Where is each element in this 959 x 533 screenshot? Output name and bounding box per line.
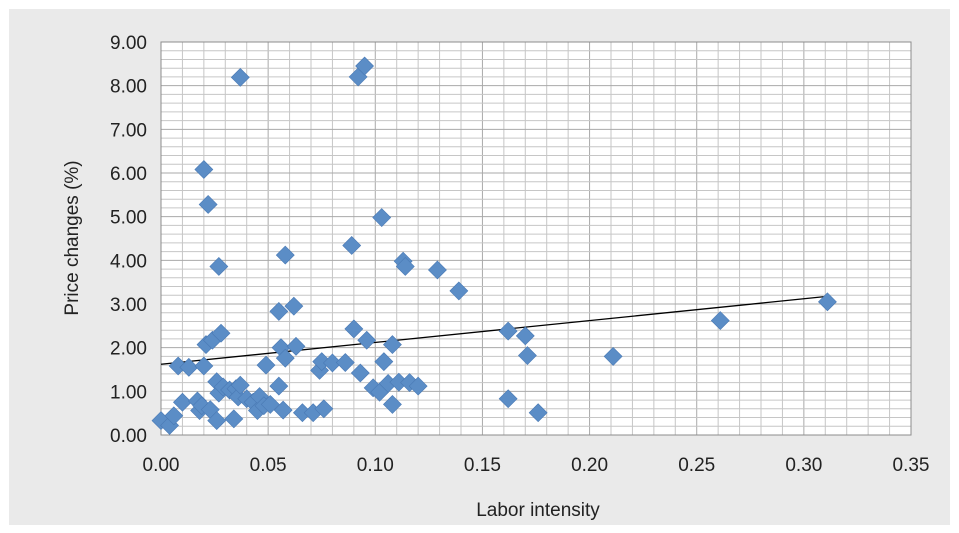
data-point [357,330,377,350]
data-point [374,352,394,372]
data-point [372,208,392,227]
trendline [160,295,830,365]
data-point [198,195,218,214]
data-point [194,356,214,376]
y-tick-label: 5.00 [110,208,147,229]
data-point [179,357,199,377]
data-point [335,353,355,372]
data-point [256,355,276,375]
data-point [355,56,374,76]
x-tick-label: 0.25 [678,455,715,476]
x-tick-label: 0.35 [893,455,930,476]
data-point [260,395,280,414]
data-point [449,281,469,301]
data-point [344,319,364,339]
data-point [284,296,304,316]
plot-area [161,42,911,435]
data-point [498,389,518,409]
data-point [314,399,334,419]
data-point [230,375,250,395]
data-point [211,323,231,343]
y-tick-label: 1.00 [110,382,147,403]
data-point [498,321,518,341]
data-point [342,236,362,255]
y-tick-label: 9.00 [110,33,147,54]
data-point [275,245,295,265]
data-point [207,411,227,431]
plot-border [160,41,912,436]
trendline-layer [160,295,830,365]
scatter-chart: 0.00 0.05 0.10 0.15 0.20 0.25 0.30 0.35 0.00 1.00… [62,33,929,521]
data-points [151,56,837,435]
y-tick-label: 0.00 [110,426,147,447]
x-tick-label: 0.05 [250,455,287,476]
data-point [209,257,229,276]
data-point [395,257,415,276]
data-point [518,346,537,365]
x-tick-label: 0.30 [785,455,822,476]
data-point [194,160,214,179]
y-tick-label: 7.00 [110,120,147,141]
x-tick-label: 0.00 [143,455,180,476]
data-point [286,336,306,356]
data-point [350,363,370,383]
data-point [603,346,623,366]
data-point [528,403,548,423]
data-point [164,406,184,426]
x-tick-label: 0.20 [571,455,608,476]
data-point [224,409,244,429]
data-point [428,260,447,280]
y-tick-label: 6.00 [110,164,147,185]
data-point [269,376,289,396]
data-point [273,400,293,420]
y-axis-title: Price changes (%) [62,160,83,315]
chart-container: 0.00 0.05 0.10 0.15 0.20 0.25 0.30 0.35 0.00 1.00… [9,9,950,525]
data-point [383,335,402,355]
data-point [515,326,535,346]
data-point [408,376,428,396]
data-point [173,392,192,412]
y-tick-label: 4.00 [110,251,147,272]
y-tick-label: 8.00 [110,77,147,98]
tick-labels: 0.00 0.05 0.10 0.15 0.20 0.25 0.30 0.35 0.00 1.00… [110,33,929,476]
data-point [275,348,295,368]
x-tick-label: 0.10 [357,455,394,476]
y-tick-label: 2.00 [110,339,147,360]
data-point [230,67,250,87]
data-point [383,395,402,414]
y-tick-label: 3.00 [110,295,147,316]
x-tick-label: 0.15 [464,455,501,476]
data-point [818,292,837,312]
data-point [269,301,289,321]
x-axis-title: Labor intensity [476,500,600,521]
data-point [710,311,730,331]
